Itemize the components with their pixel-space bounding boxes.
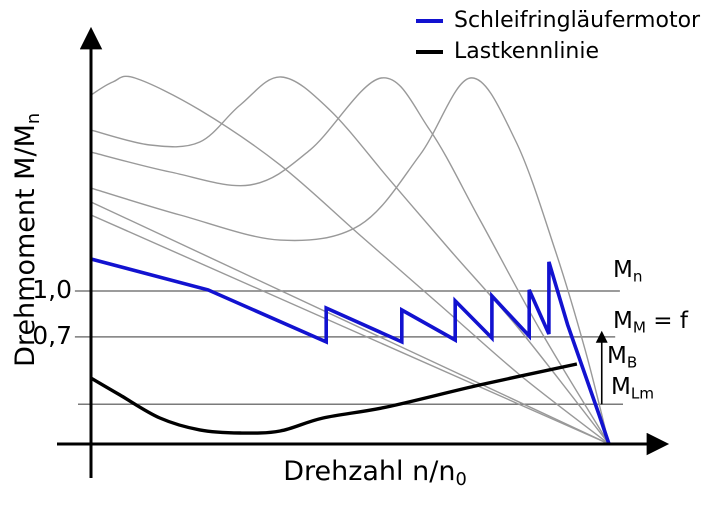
x-axis-title: Drehzahl n/n0 [230, 456, 520, 490]
gray-curve-2 [90, 76, 610, 445]
series-lastkennlinie [90, 362, 578, 435]
x-axis-title-text: Drehzahl n/n [283, 456, 456, 487]
x-axis-title-sub: 0 [455, 468, 467, 490]
label-Mn: Mn [613, 257, 643, 286]
label-MM-f: MM = f [613, 308, 688, 337]
gray-curve-6 [90, 214, 610, 445]
gray-curve-5 [90, 201, 610, 445]
legend: Schleifringläufermotor Lastkennlinie [416, 5, 700, 67]
reference-lines-layer [74, 290, 623, 405]
series-layer [90, 75, 611, 445]
legend-label-load: Lastkennlinie [454, 39, 600, 64]
load-line-swatch [416, 49, 443, 54]
gray-curve-4 [90, 77, 610, 445]
gray-curve-1 [90, 75, 610, 445]
legend-item-motor: Schleifringläufermotor [416, 5, 700, 36]
label-MB: MB [607, 343, 638, 372]
y-tick-0-7: 0,7 [32, 321, 72, 350]
legend-item-load: Lastkennlinie [416, 36, 700, 67]
y-axis-title-sub: n [23, 112, 45, 125]
legend-label-motor: Schleifringläufermotor [454, 8, 701, 33]
series-schleifringl-ufermotor [90, 257, 611, 445]
label-MLm: MLm [611, 374, 655, 403]
motor-line-swatch [416, 18, 443, 23]
y-tick-1-0: 1,0 [32, 275, 72, 304]
